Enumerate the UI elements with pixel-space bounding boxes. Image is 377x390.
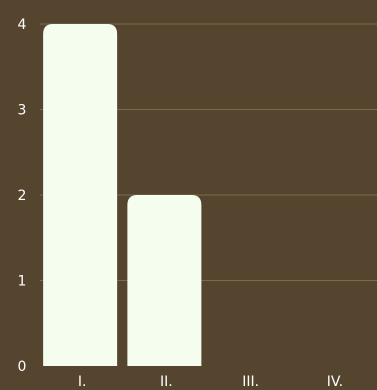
bar-2	[127, 195, 202, 366]
bars	[43, 24, 202, 366]
y-axis-ticks: 0 1 2 3 4	[18, 17, 27, 375]
x-tick-label: IV.	[327, 374, 343, 390]
y-tick-label: 1	[18, 274, 27, 290]
y-tick-label: 4	[18, 17, 27, 33]
bar-1	[43, 24, 118, 366]
x-tick-label: II.	[160, 374, 173, 390]
y-tick-label: 2	[18, 188, 27, 204]
y-tick-label: 3	[18, 103, 27, 119]
y-tick-label: 0	[18, 359, 27, 375]
x-tick-label: I.	[78, 374, 87, 390]
x-tick-label: III.	[242, 374, 259, 390]
x-axis-ticks: I. II. III. IV.	[78, 374, 343, 390]
